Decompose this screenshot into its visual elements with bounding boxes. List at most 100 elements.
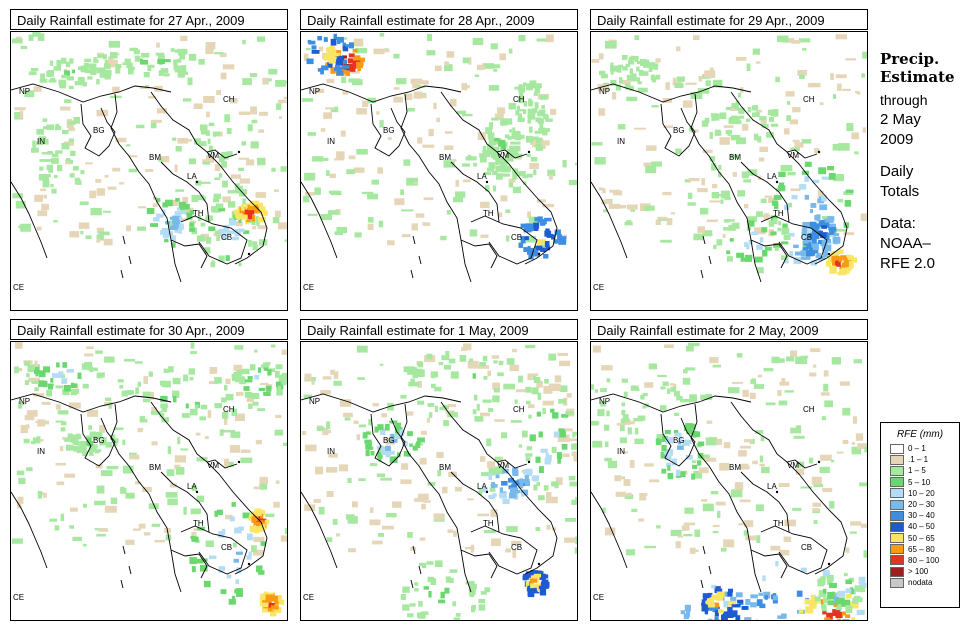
- rain-cell: [709, 67, 714, 75]
- country-border: [760, 525, 828, 575]
- rain-cell: [521, 492, 525, 497]
- rain-cell: [505, 209, 511, 214]
- rain-cell: [614, 475, 622, 482]
- country-border: [410, 235, 422, 279]
- rain-cell: [241, 188, 247, 194]
- rain-cell: [180, 448, 189, 451]
- rain-cell: [826, 575, 834, 580]
- rain-cell: [783, 536, 792, 542]
- rain-cell: [723, 125, 734, 128]
- rain-cell: [518, 113, 522, 120]
- rain-cell: [387, 402, 394, 411]
- rain-cell: [236, 228, 245, 233]
- rain-cell: [831, 255, 838, 262]
- rain-cell: [427, 403, 435, 407]
- rain-cell: [167, 498, 178, 506]
- rain-cell: [333, 371, 339, 379]
- rain-cell: [685, 455, 693, 460]
- rain-cell: [665, 454, 672, 461]
- rain-cell: [492, 493, 497, 498]
- rain-cell: [33, 86, 42, 92]
- rain-cell: [740, 257, 745, 262]
- rain-cell: [527, 211, 531, 218]
- rain-cell: [790, 350, 798, 357]
- rain-cell: [794, 142, 804, 148]
- rain-cell: [214, 510, 218, 517]
- rain-cell: [737, 92, 742, 98]
- rain-cell: [550, 108, 557, 115]
- rain-cell: [450, 159, 457, 162]
- rain-cell: [702, 149, 713, 153]
- rain-cell: [827, 241, 832, 246]
- rain-cell: [348, 548, 356, 553]
- rain-cell: [396, 78, 407, 85]
- rain-cell: [759, 237, 764, 243]
- rain-cell: [51, 153, 59, 158]
- rain-cell: [188, 368, 195, 375]
- rain-cell: [73, 166, 79, 171]
- rain-cell: [90, 68, 97, 75]
- rain-cell: [725, 107, 731, 111]
- rain-cell: [406, 453, 411, 457]
- rain-cell: [611, 92, 617, 100]
- rain-cell: [709, 200, 721, 203]
- rain-cell: [99, 424, 106, 433]
- rain-cell: [525, 581, 530, 588]
- rain-cell: [79, 443, 87, 451]
- caption-source: NOAA–: [880, 235, 931, 252]
- rain-cell: [371, 179, 379, 185]
- rain-cell: [191, 536, 199, 542]
- rain-cell: [539, 573, 546, 580]
- rain-cell: [831, 357, 841, 365]
- rain-cell: [95, 179, 102, 183]
- rain-cell: [440, 235, 447, 241]
- rain-cell: [823, 383, 829, 392]
- rain-cell: [455, 613, 461, 617]
- rain-cell: [156, 198, 161, 203]
- rain-cell: [36, 226, 42, 231]
- rain-cell: [478, 604, 486, 611]
- rain-cell: [674, 390, 680, 397]
- rain-cell: [638, 518, 645, 522]
- country-border: [730, 91, 818, 159]
- rain-cell: [547, 169, 556, 177]
- rain-cell: [497, 212, 503, 218]
- rain-cell: [107, 59, 118, 68]
- rain-cell: [553, 431, 561, 438]
- rain-cell: [48, 383, 53, 390]
- rainfall-map: NP CH IN BG BM VM LA TH CB CE: [10, 31, 288, 311]
- rain-cell: [712, 605, 716, 613]
- rain-cell: [59, 81, 66, 89]
- rain-cell: [403, 366, 415, 373]
- rain-cell: [163, 383, 171, 388]
- panel-title: Daily Rainfall estimate for 28 Apr., 200…: [300, 9, 578, 30]
- rain-cell: [43, 366, 50, 373]
- rain-cell: [541, 579, 549, 584]
- rain-cell: [536, 482, 540, 486]
- rain-cell: [259, 482, 268, 490]
- rain-cell: [465, 156, 477, 161]
- rain-cell: [539, 466, 544, 473]
- rain-cell: [104, 59, 108, 66]
- rain-cell: [56, 59, 62, 67]
- rain-cell: [455, 191, 466, 198]
- country-border: [170, 549, 208, 579]
- rain-cell: [542, 203, 555, 208]
- rain-cell: [604, 527, 616, 536]
- rain-cell: [350, 64, 357, 69]
- rain-cell: [497, 372, 504, 377]
- rain-cell: [134, 361, 143, 364]
- rain-cell: [528, 216, 539, 223]
- rain-cell: [755, 256, 763, 263]
- legend-swatch: [890, 477, 904, 488]
- country-border: [740, 471, 790, 533]
- rain-cell: [827, 216, 835, 221]
- rain-cell: [701, 606, 706, 612]
- rain-cell: [515, 110, 520, 116]
- rain-cell: [216, 509, 223, 516]
- rain-cell: [699, 454, 710, 460]
- rain-cell: [793, 244, 799, 248]
- rain-cell: [315, 466, 324, 475]
